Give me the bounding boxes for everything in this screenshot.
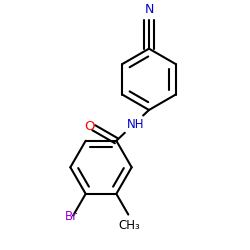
Text: N: N xyxy=(145,3,154,16)
Text: O: O xyxy=(84,120,95,133)
Text: CH₃: CH₃ xyxy=(118,219,140,232)
Text: NH: NH xyxy=(126,118,144,130)
Text: Br: Br xyxy=(65,210,78,224)
